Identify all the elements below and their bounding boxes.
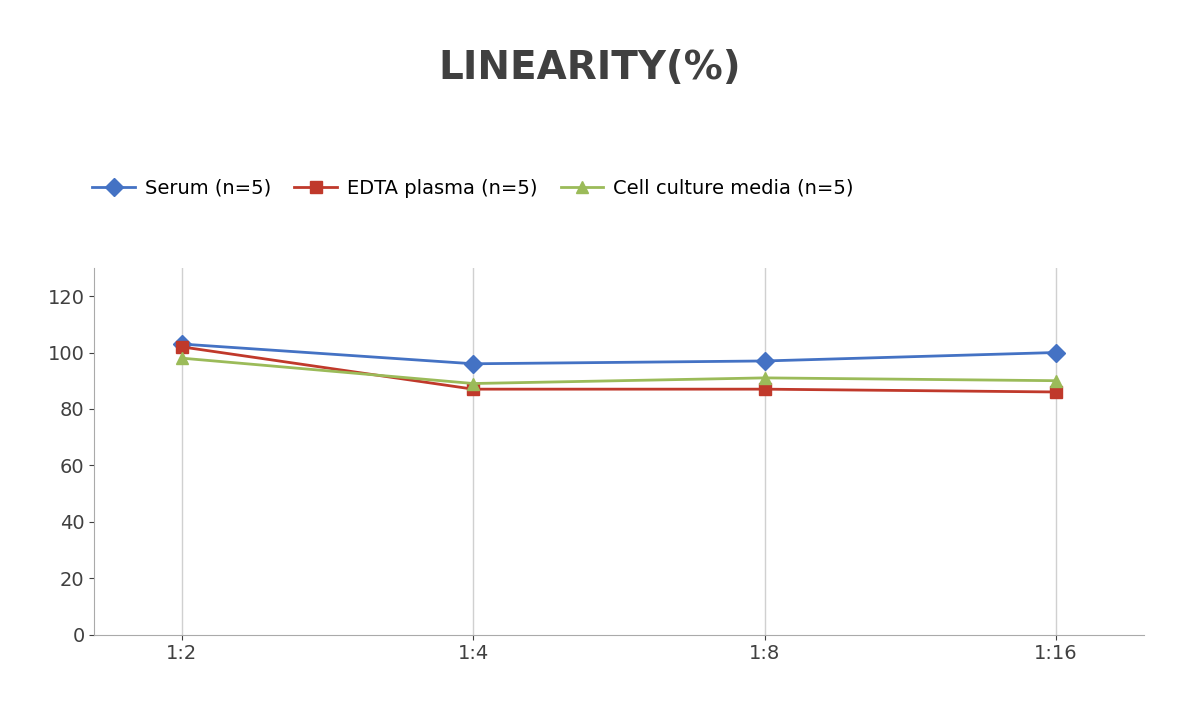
Serum (n=5) <box>174 340 189 348</box>
Line: Serum (n=5): Serum (n=5) <box>176 338 1062 370</box>
Cell culture media (n=5) <box>1049 376 1063 385</box>
Cell culture media (n=5) <box>174 354 189 362</box>
Legend: Serum (n=5), EDTA plasma (n=5), Cell culture media (n=5): Serum (n=5), EDTA plasma (n=5), Cell cul… <box>92 179 854 198</box>
Cell culture media (n=5) <box>758 374 772 382</box>
EDTA plasma (n=5) <box>174 343 189 351</box>
Line: EDTA plasma (n=5): EDTA plasma (n=5) <box>176 341 1062 398</box>
Line: Cell culture media (n=5): Cell culture media (n=5) <box>176 352 1062 390</box>
Text: LINEARITY(%): LINEARITY(%) <box>439 49 740 87</box>
Serum (n=5) <box>758 357 772 365</box>
EDTA plasma (n=5) <box>1049 388 1063 396</box>
EDTA plasma (n=5) <box>466 385 480 393</box>
Cell culture media (n=5) <box>466 379 480 388</box>
EDTA plasma (n=5) <box>758 385 772 393</box>
Serum (n=5) <box>1049 348 1063 357</box>
Serum (n=5) <box>466 360 480 368</box>
